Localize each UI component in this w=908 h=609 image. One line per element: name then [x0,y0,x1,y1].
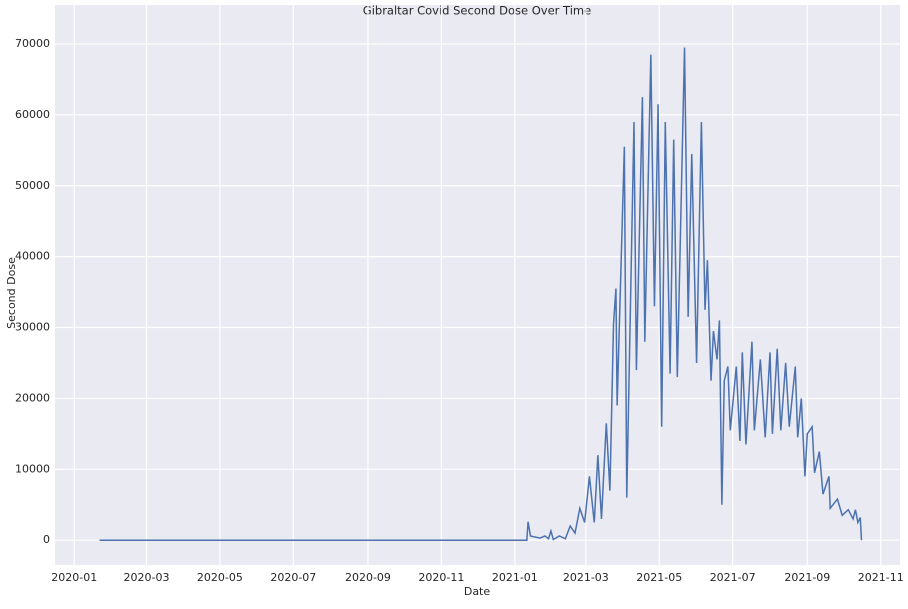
y-tick-label: 20000 [15,391,50,404]
x-tick-label: 2020-03 [123,571,169,584]
y-tick-label: 0 [43,533,50,546]
y-tick-label: 60000 [15,108,50,121]
data-line [99,47,863,541]
x-tick-label: 2020-09 [345,571,391,584]
x-tick-label: 2021-09 [784,571,830,584]
x-tick-label: 2020-05 [197,571,243,584]
y-tick-label: 70000 [15,37,50,50]
y-tick-label: 10000 [15,462,50,475]
x-tick-label: 2020-01 [51,571,97,584]
x-tick-label: 2021-11 [858,571,904,584]
x-tick-label: 2020-07 [270,571,316,584]
y-tick-label: 40000 [15,250,50,263]
x-tick-label: 2021-05 [636,571,682,584]
y-tick-label: 30000 [15,321,50,334]
x-tick-label: 2021-07 [710,571,756,584]
x-tick-label: 2021-01 [492,571,538,584]
y-tick-label: 50000 [15,179,50,192]
plot-area [55,5,900,565]
x-axis-label: Date [464,585,491,598]
chart-title: Gibraltar Covid Second Dose Over Time [363,4,591,18]
x-tick-label: 2020-11 [418,571,464,584]
y-axis-label: Second Dose [5,257,18,329]
x-tick-label: 2021-03 [563,571,609,584]
